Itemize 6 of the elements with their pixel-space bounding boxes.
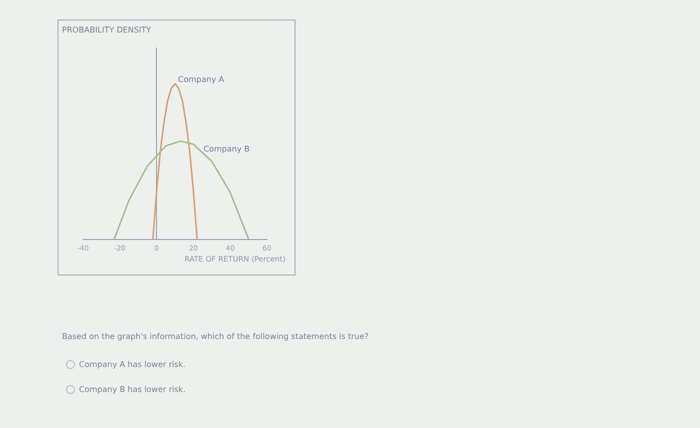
text: Company B has lower risk. xyxy=(79,385,186,394)
text: Company A has lower risk. xyxy=(79,360,186,369)
series-label: Company A xyxy=(178,75,225,84)
text: Based on the graph's information, which of the following statements is true? xyxy=(62,332,369,341)
series-label: Company B xyxy=(204,144,250,154)
text: PROBABILITY DENSITY xyxy=(62,26,152,34)
